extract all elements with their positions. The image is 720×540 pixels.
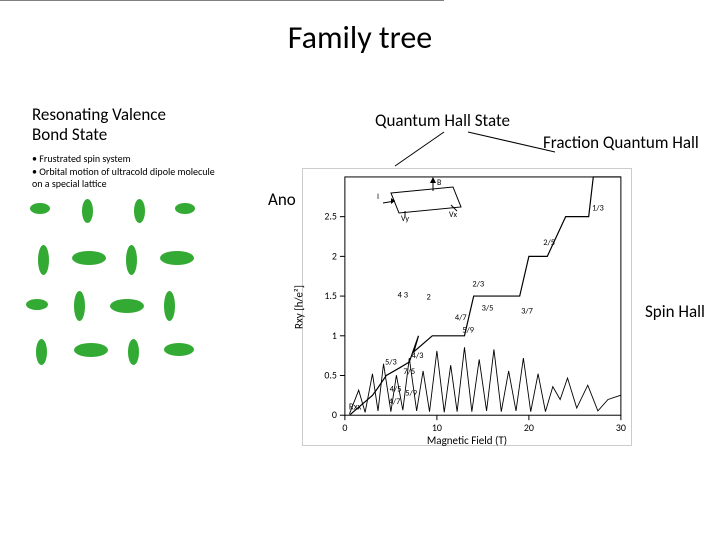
rvb-dimer — [30, 203, 50, 214]
inset-b-label: B — [437, 178, 442, 188]
qhe-ytick-label: 2.5 — [324, 211, 337, 223]
rvb-dimer — [26, 299, 48, 310]
rvb-dimer — [164, 343, 194, 356]
qhe-ytick-label: 0 — [332, 409, 337, 421]
qhe-inset: BIVyVx — [373, 177, 469, 223]
spinhall-label: Spin Hall — [645, 301, 705, 322]
tree-line — [468, 132, 555, 152]
qhe-plot: Rxy [h/e²] 010203000.511.522.54 325/34/3… — [302, 168, 632, 446]
rvb-bullets: Frustrated spin system Orbital motion of… — [32, 153, 222, 191]
rvb-dimer — [72, 251, 106, 265]
qhe-ylabel: Rxy [h/e²] — [292, 285, 305, 329]
qhe-fraction-label: 3/7 — [521, 307, 533, 317]
qhs-label: Quantum Hall State — [375, 110, 510, 131]
qhe-fraction-label: 4/3 — [412, 351, 424, 361]
rvb-dimer — [36, 339, 47, 365]
qhe-fraction-label: 5/3 — [385, 357, 397, 367]
rvb-lattice — [30, 205, 190, 365]
qhe-ytick-label: 1.5 — [324, 290, 337, 302]
qhe-xtick-label: 20 — [524, 422, 534, 434]
qhe-fraction-label: 7/5 — [403, 367, 415, 377]
qhe-ytick-label: 0.5 — [324, 369, 337, 381]
qhe-fraction-label: 3/5 — [482, 303, 494, 313]
page-title: Family tree — [0, 18, 720, 57]
qhe-ytick-label: 2 — [332, 250, 337, 262]
qhe-fraction-label: 2 — [426, 292, 430, 302]
inset-b-arrowhead — [430, 177, 436, 183]
qhe-fraction-label: 1/3 — [592, 203, 604, 213]
rvb-dimer — [134, 199, 145, 223]
rvb-bullet-2: Orbital motion of ultracold dipole molec… — [32, 166, 222, 191]
rvb-dimer — [126, 245, 137, 275]
rvb-heading: Resonating Valence Bond State — [32, 105, 202, 146]
rvb-bullet-1: Frustrated spin system — [32, 153, 222, 166]
qhe-fraction-label: 5/9 — [462, 326, 474, 336]
rvb-dimer — [175, 203, 195, 214]
qhe-ytick-label: 1 — [332, 330, 337, 342]
qhe-xlabel: Magnetic Field (T) — [427, 434, 507, 447]
qhe-fraction-label: 4 3 — [398, 291, 408, 301]
fqh-label: Fraction Quantum Hall — [543, 132, 699, 153]
rvb-dimer — [38, 245, 49, 275]
rvb-dimer — [74, 343, 108, 357]
inset-vx-label: Vx — [449, 210, 458, 220]
rvb-dimer — [82, 199, 93, 223]
qhe-fraction-label: 2/3 — [472, 280, 484, 290]
rvb-dimer — [164, 291, 175, 321]
rvb-dimer — [128, 339, 139, 365]
qhe-fraction-label: 5/9 — [405, 388, 417, 398]
rvb-dimer — [74, 291, 85, 321]
qhe-fraction-label: 4/7 — [389, 397, 401, 407]
qhe-xtick-label: 10 — [432, 422, 442, 434]
qhe-inset-svg: BIVyVx — [373, 177, 469, 223]
qhe-fraction-label: 4/7 — [455, 313, 467, 323]
rvb-dimer — [110, 299, 144, 313]
qhe-xtick-label: 30 — [616, 422, 626, 434]
qhe-fraction-label: 2/5 — [543, 238, 555, 248]
qhe-rxx-label: Rxx — [349, 401, 362, 412]
tree-line — [395, 132, 444, 166]
rvb-dimer — [160, 251, 194, 265]
ano-label: Ano — [268, 189, 296, 210]
qhe-xtick-label: 0 — [342, 422, 347, 434]
inset-i-label: I — [377, 192, 379, 202]
